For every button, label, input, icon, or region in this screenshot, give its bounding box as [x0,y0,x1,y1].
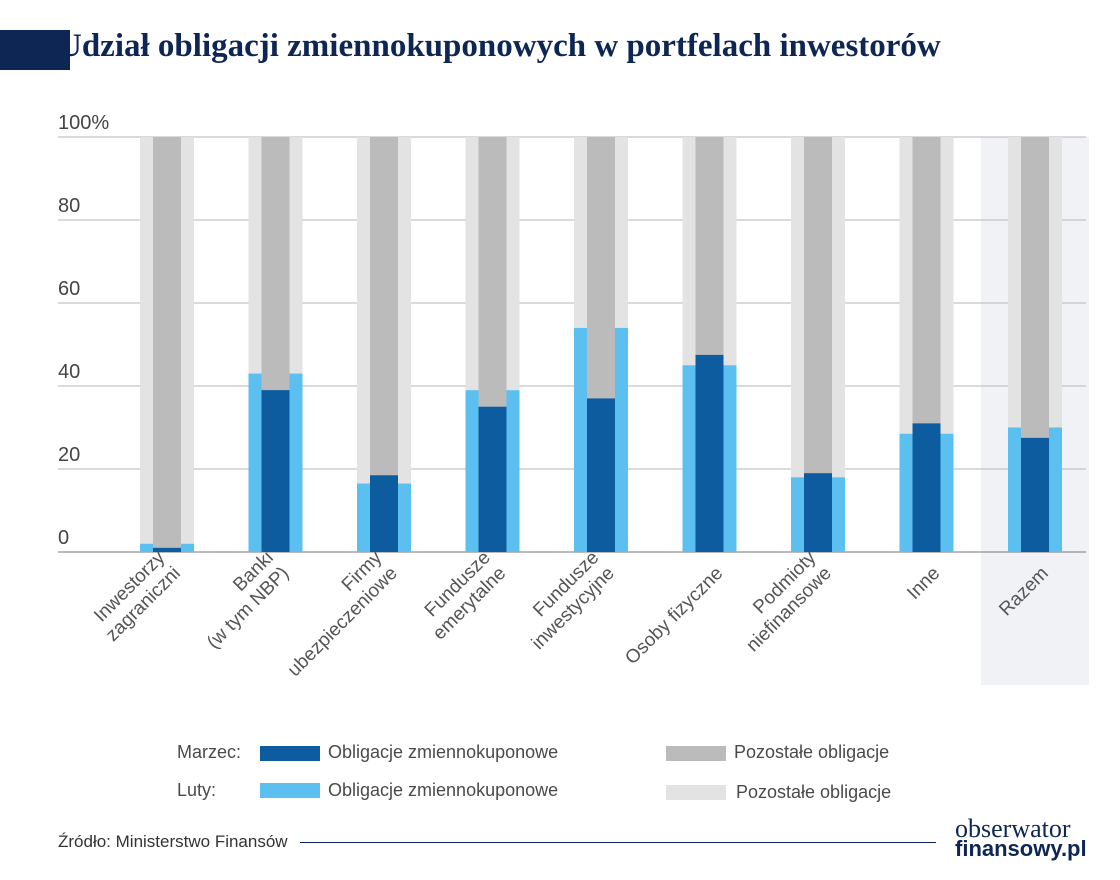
legend-feb-other-label: Pozostałe obligacje [736,782,892,802]
x-tick-label-line: Inne [903,563,944,604]
chart-title: Udział obligacji zmiennokuponowych w por… [58,28,941,64]
x-tick-label: Osoby fizyczne [621,563,727,669]
bar-march-other [912,137,941,424]
bar-march-other [261,137,290,391]
source-note: Źródło: Ministerstwo Finansów [58,832,288,851]
legend-march-floating-label: Obligacje zmiennokuponowe [328,742,559,762]
legend-march-label: Marzec: [177,742,242,762]
x-tick-label-line: Osoby fizyczne [621,563,727,669]
bar-march-floating [804,473,832,552]
source-divider [300,842,936,843]
brand-logo-line2: finansowy.pl [955,836,1087,861]
legend-feb-label: Luty: [177,780,217,800]
y-tick-label: 80 [58,195,80,217]
bar-march-floating [478,406,507,552]
title-accent-bar [0,30,70,70]
x-tick-label: Banki(w tym NBP) [203,547,293,653]
legend-swatch-feb-other [666,785,726,800]
legend-swatch-march-other [666,746,726,761]
y-tick-label: 0 [58,527,69,549]
bar-march-floating [370,475,398,552]
bar-march-floating [153,547,181,552]
bar-march-other [695,137,724,355]
bar-march-floating [695,354,724,552]
bar-march-floating [261,390,290,552]
y-tick-label: 100% [58,112,109,134]
bar-march-other [587,137,615,399]
y-tick-label: 60 [58,278,80,300]
y-tick-label: 20 [58,444,80,466]
legend-swatch-march-floating [260,746,320,761]
bar-march-floating [1021,437,1049,552]
bar-march-floating [912,423,941,552]
legend-swatch-feb-floating [260,783,320,798]
bar-march-floating [587,398,615,552]
bar-march-other [153,137,181,548]
bar-march-other [1021,137,1049,438]
y-tick-label: 40 [58,361,80,383]
legend-feb-floating-label: Obligacje zmiennokuponowe [328,780,559,800]
bar-march-other [370,137,398,476]
x-tick-label: Inne [903,563,944,604]
legend-march-other-label: Pozostałe obligacje [734,742,890,762]
bar-march-other [478,137,507,407]
brand-logo-line1: obserwator [955,814,1071,843]
bar-march-other [804,137,832,474]
